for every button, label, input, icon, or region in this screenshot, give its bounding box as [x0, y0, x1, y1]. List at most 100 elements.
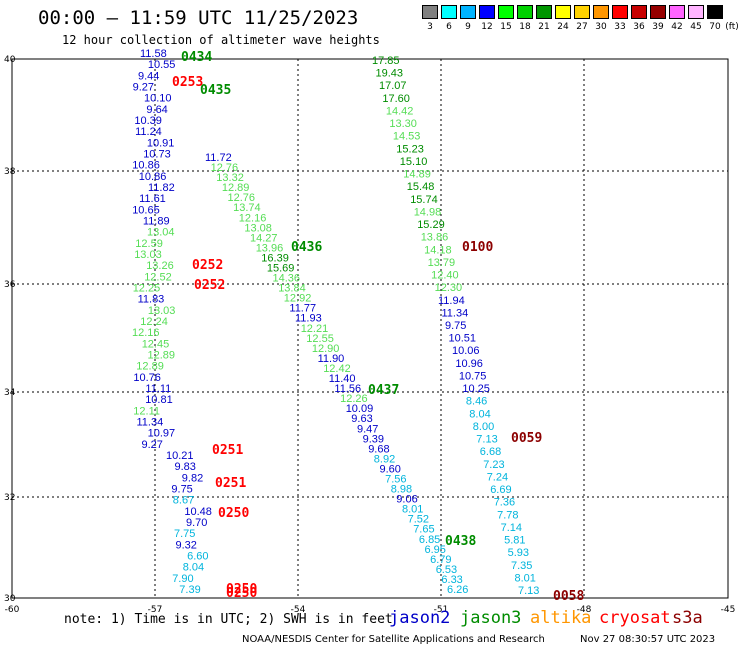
wave-height-value: 8.01	[402, 504, 423, 516]
map-frame	[11, 58, 729, 599]
wave-height-value: 11.34	[137, 417, 164, 429]
lat-tick-label: 30	[4, 594, 16, 604]
wave-height-value: 8.04	[183, 562, 204, 574]
wave-height-value: 7.36	[494, 497, 515, 509]
wave-height-value: 14.42	[386, 106, 414, 118]
satellite-name: jason2	[389, 608, 451, 628]
wave-height-value: 10.21	[166, 450, 194, 462]
legend-label: 39	[652, 22, 664, 32]
wave-height-value: 10.09	[346, 403, 374, 415]
wave-height-value: 5.93	[508, 547, 529, 559]
legend-swatch	[650, 5, 666, 19]
lat-tick-label: 38	[4, 167, 16, 177]
wave-height-value: 7.56	[385, 474, 406, 486]
wave-height-value: 10.51	[449, 333, 477, 345]
wave-height-value: 10.75	[459, 371, 487, 383]
wave-height-value: 10.86	[139, 171, 167, 183]
wave-height-value: 13.04	[147, 227, 175, 239]
wave-height-value: 11.83	[138, 294, 165, 306]
wave-height-value: 6.85	[419, 534, 440, 546]
wave-height-value: 9.63	[351, 413, 372, 425]
wave-height-value: 9.68	[368, 443, 389, 455]
wave-height-value: 14.18	[424, 244, 452, 256]
wave-height-value: 15.48	[407, 181, 435, 193]
wave-height-value: 10.10	[144, 93, 172, 105]
legend-swatch	[536, 5, 552, 19]
legend-label: 45	[690, 22, 702, 32]
wave-height-value: 13.96	[256, 242, 284, 254]
wave-height-value: 13.30	[389, 118, 417, 130]
wave-height-value: 9.75	[171, 484, 192, 496]
wave-height-value: 6.95	[425, 544, 446, 556]
wave-height-value: 11.61	[139, 193, 166, 205]
legend-label: 18	[519, 22, 531, 32]
wave-height-value: 14.53	[393, 131, 421, 143]
legend-swatch	[631, 5, 647, 19]
legend-swatch	[688, 5, 704, 19]
legend-label: 12	[481, 22, 493, 32]
wave-height-value: 10.48	[184, 506, 212, 518]
wave-height-value: 9.47	[357, 423, 378, 435]
wave-height-value: 10.76	[133, 372, 161, 384]
pass-time-label: 0436	[291, 240, 322, 255]
wave-height-value: 7.24	[487, 471, 508, 483]
wave-height-value: 10.55	[148, 59, 176, 71]
lon-tick-label: -45	[721, 605, 736, 615]
wave-height-value: 9.64	[146, 104, 167, 116]
wave-height-value: 7.35	[511, 560, 532, 572]
wave-height-value: 9.32	[176, 539, 197, 551]
wave-height-value: 9.75	[445, 320, 466, 332]
wave-height-value: 6.68	[480, 446, 501, 458]
wave-height-value: 7.90	[172, 573, 193, 585]
wave-height-value: 12.26	[340, 393, 368, 405]
legend-label: 9	[465, 22, 471, 32]
footer-note: note: 1) Time is in UTC; 2) SWH is in fe…	[64, 612, 393, 627]
legend-label: 33	[614, 22, 626, 32]
wave-height-value: 7.14	[501, 522, 522, 534]
wave-height-value: 7.75	[174, 528, 195, 540]
wave-height-value: 11.77	[289, 303, 316, 315]
legend-label: 30	[595, 22, 607, 32]
legend-label: 3	[427, 22, 433, 32]
lat-tick-label: 40	[4, 55, 16, 65]
wave-height-value: 9.83	[175, 461, 196, 473]
wave-height-value: 12.89	[148, 350, 176, 362]
wave-height-value: 12.59	[135, 238, 163, 250]
wave-height-value: 13.08	[244, 222, 272, 234]
wave-height-value: 13.03	[134, 249, 162, 261]
legend-swatch	[669, 5, 685, 19]
wave-height-value: 13.26	[146, 260, 174, 272]
wave-height-value: 14.89	[403, 169, 431, 181]
wave-height-value: 14.27	[250, 232, 278, 244]
wave-height-value: 9.39	[363, 433, 384, 445]
legend-label: 6	[446, 22, 452, 32]
wave-height-value: 11.24	[135, 126, 162, 138]
legend-label: 15	[500, 22, 512, 32]
wave-height-value: 15.29	[417, 219, 445, 231]
graticule	[11, 58, 729, 599]
wave-height-value: 6.79	[430, 554, 451, 566]
wave-height-value: 7.13	[518, 585, 539, 597]
legend-swatch	[612, 5, 628, 19]
wave-height-value: 15.10	[400, 156, 428, 168]
wave-height-value: 13.86	[421, 232, 449, 244]
pass-time-label: 0252	[192, 258, 223, 273]
pass-time-label: 0438	[445, 534, 476, 549]
wave-height-value: 12.11	[133, 405, 160, 417]
lon-tick-label: -54	[291, 605, 306, 615]
wave-height-value: 13.79	[428, 257, 456, 269]
legend-label: 27	[576, 22, 588, 32]
satellite-name: cryosat	[599, 608, 671, 628]
wave-height-value: 19.43	[376, 68, 404, 80]
satellite-name: s3a	[672, 608, 703, 628]
wave-height-value: 16.39	[261, 253, 289, 265]
wave-height-value: 10.06	[452, 345, 480, 357]
wave-height-value: 7.65	[413, 524, 434, 536]
wave-height-value: 13.84	[278, 283, 306, 295]
wave-height-value: 12.45	[142, 338, 170, 350]
wave-height-value: 11.40	[329, 373, 356, 385]
wave-height-value: 9.82	[182, 472, 203, 484]
lat-tick-label: 34	[4, 388, 16, 398]
